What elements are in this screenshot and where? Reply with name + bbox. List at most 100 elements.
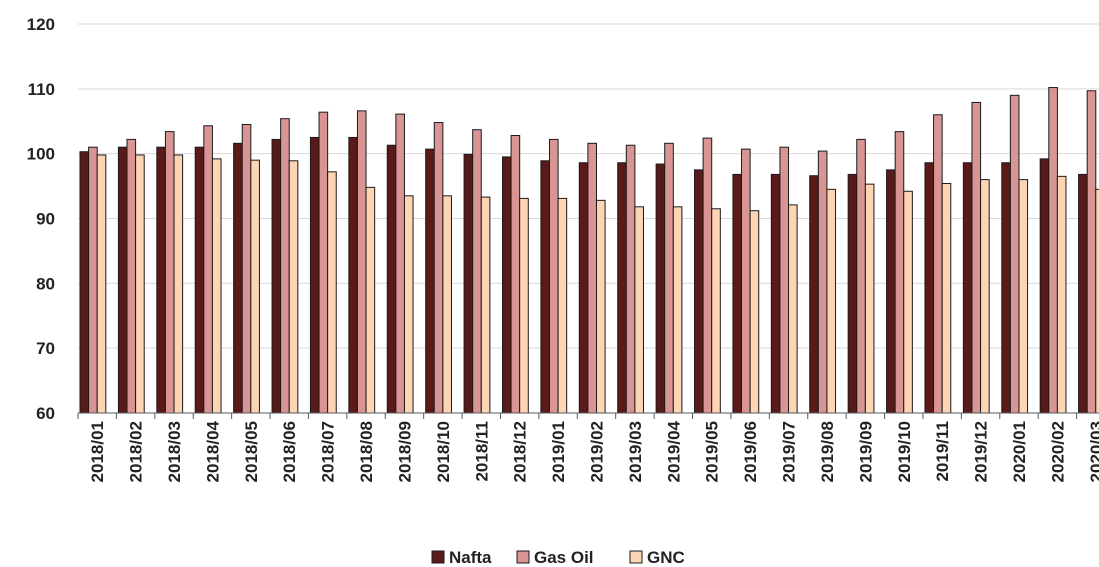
bar-nafta-2019-11 <box>924 162 935 414</box>
x-tick-label: 2018/08 <box>357 421 376 482</box>
bar-gas-oil-2018-04 <box>203 125 213 414</box>
legend-item-gnc: GNC <box>629 548 685 567</box>
bar-gas-oil-2018-11 <box>472 129 482 414</box>
bar-gas-oil-2019-01 <box>548 138 559 414</box>
bar-gnc-2019-09 <box>864 183 875 414</box>
x-tick-label: 2018/12 <box>511 421 530 482</box>
y-tick-label: 90 <box>36 210 55 229</box>
bar-gnc-2020-02 <box>1056 175 1067 414</box>
legend-label: GNC <box>647 548 685 567</box>
bar-gnc-2019-10 <box>903 190 913 414</box>
x-tick-label: 2018/04 <box>203 420 222 482</box>
bar-gnc-2019-04 <box>672 206 683 414</box>
bar-nafta-2020-01 <box>1001 162 1011 414</box>
bar-gas-oil-2018-03 <box>164 131 175 414</box>
y-tick-label: 120 <box>27 15 55 34</box>
bar-gas-oil-2018-05 <box>241 123 252 414</box>
bar-gnc-2019-08 <box>826 188 837 414</box>
bar-nafta-2018-07 <box>309 136 320 414</box>
x-tick-label: 2018/02 <box>127 421 146 482</box>
bar-gnc-2020-01 <box>1018 179 1029 414</box>
x-tick-label: 2019/02 <box>588 421 607 482</box>
legend-label: Gas Oil <box>534 548 594 567</box>
bar-nafta-2019-01 <box>540 160 550 414</box>
bar-nafta-2018-02 <box>117 146 128 414</box>
x-tick-label: 2019/08 <box>818 421 837 482</box>
bar-nafta-2018-09 <box>386 144 397 414</box>
bar-nafta-2018-11 <box>463 153 474 414</box>
bar-nafta-2018-03 <box>156 146 166 414</box>
bar-gnc-2018-05 <box>250 159 260 414</box>
x-tick-labels: 2018/01 2018/02 2018/03 2018/04 2018/05 2018/… <box>88 420 1099 482</box>
bar-gnc-2019-01 <box>557 197 568 414</box>
bar-gas-oil-2018-07 <box>318 111 329 414</box>
bar-gas-oil-2018-02 <box>126 138 137 414</box>
bar-gas-oil-2018-10 <box>433 122 444 414</box>
bar-nafta-2019-08 <box>809 175 819 414</box>
bar-nafta-2018-08 <box>348 136 358 414</box>
bar-nafta-2018-01 <box>79 151 90 414</box>
bar-gnc-2018-04 <box>211 158 222 414</box>
x-tick-label: 2018/11 <box>472 421 491 482</box>
bar-gas-oil-2019-11 <box>933 114 943 414</box>
bar-gnc-2019-07 <box>788 204 798 414</box>
bar-nafta-2019-02 <box>578 162 589 414</box>
bar-gnc-2019-11 <box>941 182 952 414</box>
x-tick-label: 2020/02 <box>1048 421 1067 482</box>
bar-gnc-2018-11 <box>480 196 491 414</box>
bar-gnc-2018-10 <box>442 195 452 414</box>
x-tick-label: 2019/11 <box>933 421 952 482</box>
y-tick-labels: 60 70 80 90 100 110 120 <box>27 15 55 423</box>
legend-swatch <box>431 550 445 564</box>
x-tick-label: 2018/07 <box>319 421 338 482</box>
bar-gnc-2019-03 <box>634 206 645 414</box>
x-tick-label: 2019/06 <box>741 421 760 482</box>
legend-swatch <box>629 550 643 564</box>
axes <box>77 412 1099 419</box>
x-tick-label: 2019/07 <box>780 421 799 482</box>
bar-gas-oil-2019-03 <box>625 144 636 414</box>
legend: Nafta Gas Oil GNC <box>431 548 685 567</box>
x-tick-label: 2019/01 <box>549 421 568 482</box>
bar-gas-oil-2020-03 <box>1086 90 1097 414</box>
legend-label: Nafta <box>449 548 492 567</box>
y-tick-label: 100 <box>27 145 55 164</box>
bar-gas-oil-2019-09 <box>856 138 866 414</box>
bar-gas-oil-2019-08 <box>817 150 828 414</box>
y-tick-label: 110 <box>28 80 55 99</box>
bar-gnc-2019-02 <box>595 199 606 414</box>
bar-gnc-2018-12 <box>519 197 529 414</box>
bar-nafta-2018-06 <box>271 138 282 414</box>
bar-gnc-2018-09 <box>403 195 414 414</box>
bar-gnc-2018-03 <box>173 154 184 414</box>
x-tick-label: 2020/01 <box>1010 421 1029 482</box>
x-tick-label: 2018/01 <box>88 421 107 482</box>
bar-nafta-2019-12 <box>962 162 973 414</box>
legend-swatch <box>516 550 530 564</box>
bar-gas-oil-2019-12 <box>971 101 982 414</box>
bar-gas-oil-2019-02 <box>587 142 597 414</box>
bar-gas-oil-2020-01 <box>1009 94 1020 414</box>
bar-gas-oil-2019-10 <box>894 131 905 414</box>
bar-gas-oil-2019-04 <box>664 142 674 414</box>
bar-gnc-2018-08 <box>365 186 376 414</box>
bar-gas-oil-2019-07 <box>779 146 790 414</box>
bar-gas-oil-2019-05 <box>702 137 713 414</box>
bar-gas-oil-2018-01 <box>88 146 98 414</box>
x-tick-label: 2019/04 <box>664 420 683 482</box>
bar-nafta-2019-07 <box>770 173 781 414</box>
bar-nafta-2019-04 <box>655 163 666 414</box>
bar-nafta-2019-05 <box>694 169 704 414</box>
x-tick-label: 2019/10 <box>895 421 914 482</box>
x-tick-label: 2018/05 <box>242 421 261 482</box>
bar-nafta-2020-03 <box>1078 173 1088 414</box>
bar-nafta-2018-05 <box>233 142 243 414</box>
bar-gnc-2019-06 <box>749 210 760 414</box>
bar-gas-oil-2018-09 <box>395 113 405 414</box>
bar-nafta-2018-04 <box>194 146 205 414</box>
x-tick-label: 2018/06 <box>280 421 299 482</box>
bar-gnc-2018-02 <box>135 154 145 414</box>
bar-nafta-2018-12 <box>501 156 512 414</box>
bar-nafta-2019-10 <box>886 169 896 414</box>
